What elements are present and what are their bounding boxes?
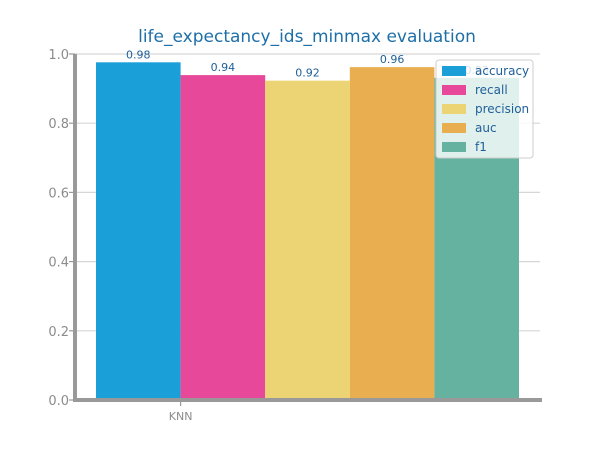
x-tick-label-knn: KNN xyxy=(169,410,193,423)
y-tick-label: 0.0 xyxy=(48,394,69,409)
data-label-recall: 0.94 xyxy=(211,61,236,74)
bar-auc xyxy=(349,67,435,400)
bar-accuracy xyxy=(96,62,181,400)
bar-recall xyxy=(180,75,266,400)
data-label-auc: 0.96 xyxy=(380,53,405,66)
data-labels: 0.980.940.920.960.93 xyxy=(126,48,489,79)
y-tick-label: 1.0 xyxy=(48,48,69,63)
legend-swatch-precision xyxy=(442,104,466,114)
y-tick-label: 0.8 xyxy=(48,117,69,132)
bar-precision xyxy=(265,80,350,400)
y-tick-labels: 0.0 0.2 0.4 0.6 0.8 1.0 xyxy=(48,48,75,409)
legend-box xyxy=(435,59,534,159)
legend-swatch-accuracy xyxy=(442,66,466,76)
legend-label-precision: precision xyxy=(475,102,529,116)
y-tick-label: 0.6 xyxy=(48,186,69,201)
legend: accuracy recall precision auc f1 xyxy=(435,59,534,159)
legend-swatch-auc xyxy=(442,123,466,133)
legend-label-auc: auc xyxy=(475,121,497,135)
bars xyxy=(96,62,519,401)
y-tick-label: 0.4 xyxy=(48,256,69,271)
x-tick-labels: KNN xyxy=(169,400,193,423)
legend-swatch-f1 xyxy=(442,142,466,152)
legend-label-f1: f1 xyxy=(475,140,487,154)
legend-label-recall: recall xyxy=(475,83,508,97)
legend-label-accuracy: accuracy xyxy=(475,64,529,78)
legend-swatch-recall xyxy=(442,85,466,95)
y-tick-label: 0.2 xyxy=(48,325,69,340)
chart-title: life_expectancy_ids_minmax evaluation xyxy=(138,27,476,47)
axes xyxy=(73,54,542,402)
data-label-precision: 0.92 xyxy=(295,67,320,80)
data-label-accuracy: 0.98 xyxy=(126,48,151,61)
